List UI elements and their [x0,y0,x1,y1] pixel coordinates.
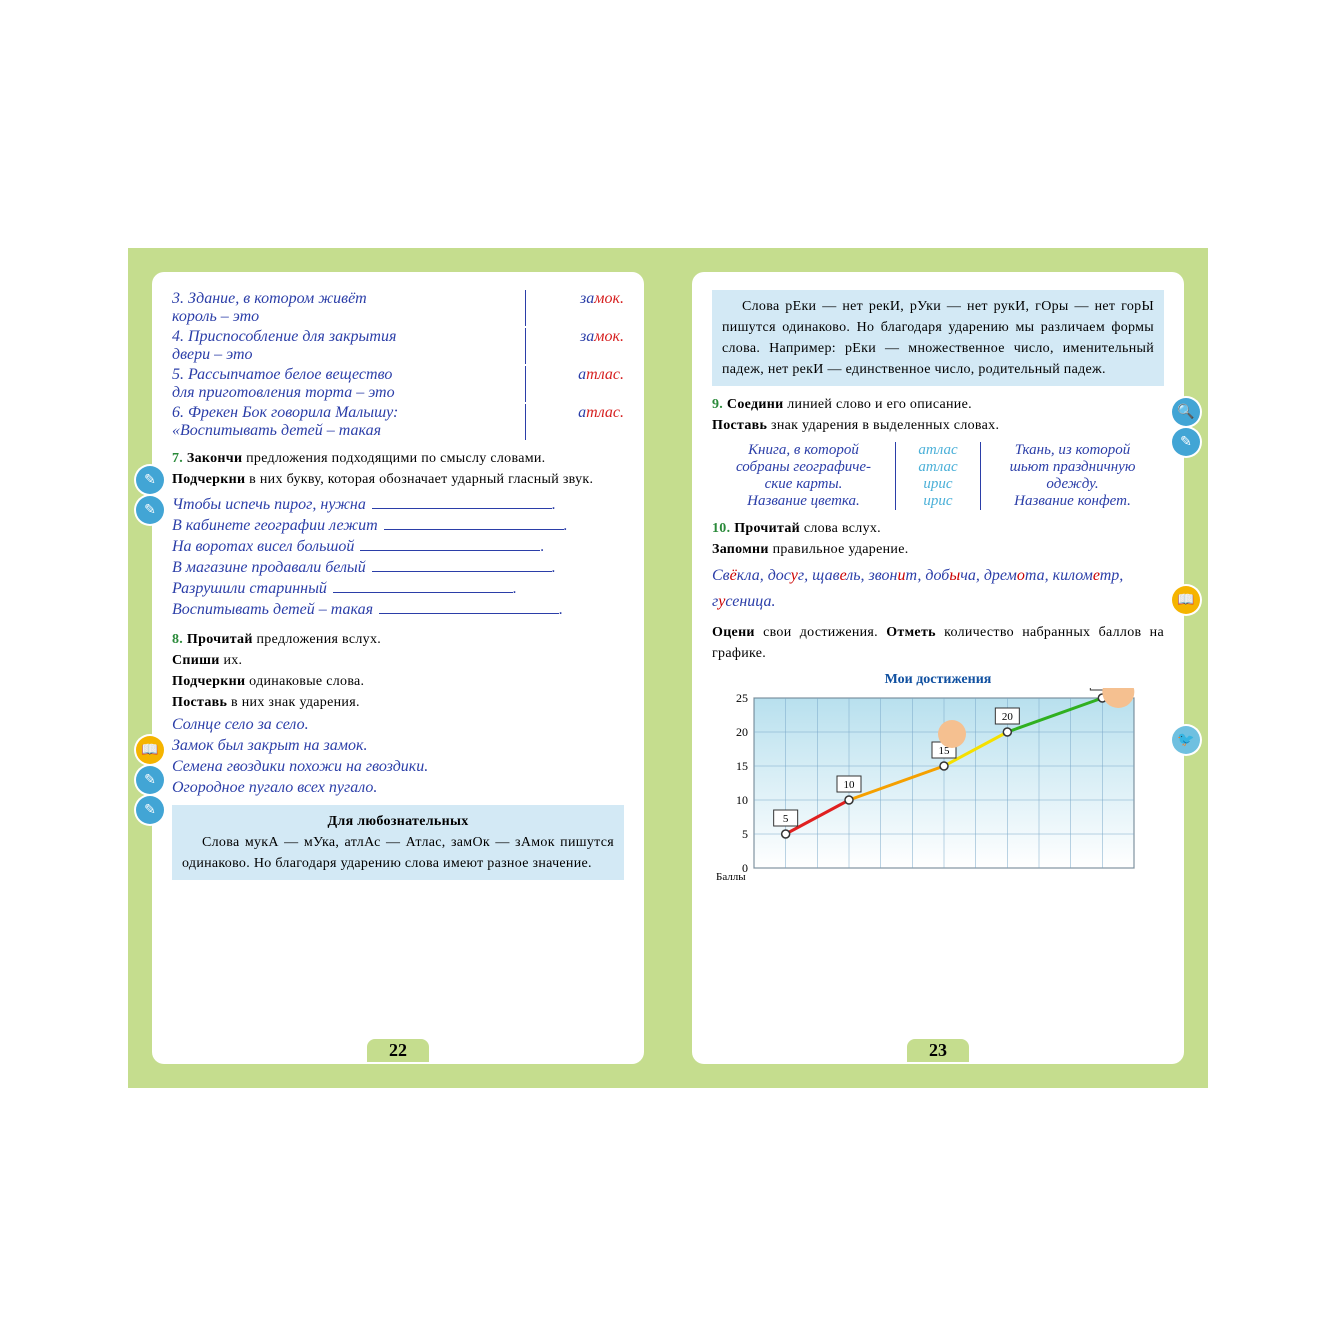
task7-line: В кабинете географии лежит. [172,517,624,535]
eval-t1: свои достижения. [755,625,886,640]
svg-text:25: 25 [736,691,748,705]
page-left: 3. Здание, в котором живёткороль – этоза… [128,248,668,1088]
task10: 10. Прочитай слова вслух. Запомни правил… [712,518,1164,560]
task8-b3: Подчеркни [172,674,245,689]
definition-row: 3. Здание, в котором живёткороль – этоза… [172,290,624,326]
task7: 7. Закончи предложения подходящими по см… [172,448,624,490]
task9-t2: знак ударения в выделенных словах. [767,418,999,433]
task8-b1: Прочитай [187,632,253,647]
task7-line: В магазине продавали белый. [172,559,624,577]
eval-b2: Отметь [886,625,936,640]
task8: 8. Прочитай предложения вслух. Спиши их.… [172,629,624,713]
task8-line: Солнце село за село. [172,716,624,734]
svg-text:10: 10 [844,779,856,791]
task7-lines: Чтобы испечь пирог, нужна. В кабинете гео… [172,496,624,619]
task10-t1: слова вслух. [800,521,881,536]
definition-row: 5. Рассыпчатое белое веществодля пригото… [172,366,624,402]
page-icon: ✎ [136,496,164,524]
page-spread: 3. Здание, в котором живёткороль – этоза… [128,248,1208,1088]
definition-row: 6. Фрекен Бок говорила Малышу:«Воспитыва… [172,404,624,440]
task7-line: На воротах висел большой. [172,538,624,556]
task9-num: 9. [712,397,723,412]
page-icon: 🔍 [1172,398,1200,426]
page-icon: 🐦 [1172,726,1200,754]
page-icon: ✎ [136,466,164,494]
task8-line: Замок был закрыт на замок. [172,737,624,755]
info-curious: Для любознательных Слова мукА — мУка, ат… [172,805,624,880]
svg-text:Баллы: Баллы [716,871,746,883]
task8-line: Огородное пугало всех пугало. [172,779,624,797]
task9: 9. Соедини линией слово и его описание. … [712,394,1164,436]
svg-text:15: 15 [736,759,748,773]
page-icon: 📖 [136,736,164,764]
match-table: Книга, в которойсобраны географиче-ские … [712,442,1164,510]
task7-line: Чтобы испечь пирог, нужна. [172,496,624,514]
svg-text:20: 20 [736,725,748,739]
svg-text:5: 5 [783,813,789,825]
task7-num: 7. [172,451,183,466]
page-left-inner: 3. Здание, в котором живёткороль – этоза… [152,272,644,1064]
task10-words: Свёкла, досуг, щавель, звонит, добыча, д… [712,563,1164,614]
chart-svg: 0510152025Баллы510152025 [712,688,1142,888]
page-icon: ✎ [1172,428,1200,456]
task8-t3: одинаковые слова. [245,674,364,689]
page-num-right: 23 [907,1039,969,1062]
task9-t1: линией слово и его описание. [783,397,971,412]
svg-text:5: 5 [742,827,748,841]
page-icon: 📖 [1172,586,1200,614]
page-icon: ✎ [136,766,164,794]
task10-b1: Прочитай [734,521,800,536]
task8-lines: Солнце село за село. Замок был закрыт на … [172,716,624,797]
task7-text2: в них букву, которая обозначает ударный … [245,472,593,487]
task7-bold2: Подчеркни [172,472,245,487]
task9-b2: Поставь [712,418,767,433]
task7-bold1: Закончи [187,451,242,466]
task8-t1: предложения вслух. [253,632,381,647]
chart-title: Мои достижения [712,672,1164,688]
eval-text: Оцени свои достижения. Отметь количество… [712,622,1164,664]
info-title: Для любознательных [182,811,614,832]
definition-row: 4. Приспособление для закрытиядвери – эт… [172,328,624,364]
task9-b1: Соедини [727,397,784,412]
task7-line: Разрушили старинный. [172,580,624,598]
info-body: Слова мукА — мУка, атлАс — Атлас, замОк … [182,832,614,874]
task10-t2: правильное ударение. [769,542,909,557]
task10-b2: Запомни [712,542,769,557]
task8-line: Семена гвоздики похожи на гвоздики. [172,758,624,776]
task8-num: 8. [172,632,183,647]
page-right: Слова рЕки — нет рекИ, рУки — нет рукИ, … [668,248,1208,1088]
task8-t4: в них знак ударения. [227,695,360,710]
definitions-block: 3. Здание, в котором живёткороль – этоза… [172,290,624,440]
task8-b4: Поставь [172,695,227,710]
svg-text:10: 10 [736,793,748,807]
task8-b2: Спиши [172,653,220,668]
svg-text:20: 20 [1002,711,1014,723]
task8-t2: их. [220,653,243,668]
page-icon: ✎ [136,796,164,824]
eval-b1: Оцени [712,625,755,640]
task10-num: 10. [712,521,730,536]
achievement-chart: Мои достижения 0510152025Баллы510152025 [712,672,1164,893]
page-right-inner: Слова рЕки — нет рекИ, рУки — нет рукИ, … [692,272,1184,1064]
page-num-left: 22 [367,1039,429,1062]
info-top: Слова рЕки — нет рекИ, рУки — нет рукИ, … [712,290,1164,386]
task7-line: Воспитывать детей – такая. [172,601,624,619]
task7-text1: предложения подходящими по смыслу словам… [242,451,545,466]
